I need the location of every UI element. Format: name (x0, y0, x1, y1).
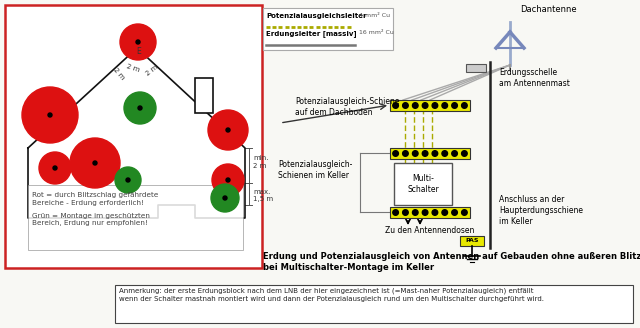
Text: Erdungsschelle
am Antennenmast: Erdungsschelle am Antennenmast (499, 68, 570, 88)
Circle shape (412, 151, 418, 156)
Circle shape (22, 87, 78, 143)
Bar (390, 100, 470, 111)
Circle shape (461, 103, 467, 108)
Circle shape (208, 110, 248, 150)
Text: Potenzialausgleich-
Schienen im Keller: Potenzialausgleich- Schienen im Keller (278, 160, 353, 180)
Circle shape (393, 210, 398, 215)
Text: min.
2 m: min. 2 m (253, 155, 269, 169)
Circle shape (48, 113, 52, 117)
Text: max.
1,5 m: max. 1,5 m (253, 190, 273, 202)
Circle shape (138, 106, 142, 110)
Bar (263, 8, 393, 50)
Text: Erdungsleiter [massiv]: Erdungsleiter [massiv] (266, 30, 356, 37)
Text: Potenzialausgleich-Schiene
auf dem Dachboden: Potenzialausgleich-Schiene auf dem Dachb… (295, 97, 399, 117)
Text: Erdung und Potenzialausgleich von Antennen auf Gebauden ohne außeren Blitzschutz: Erdung und Potenzialausgleich von Antenn… (263, 252, 640, 273)
Text: Multi-
Schalter: Multi- Schalter (407, 174, 439, 194)
Text: 4 mm² Cu: 4 mm² Cu (359, 13, 390, 18)
Text: Dachantenne: Dachantenne (520, 5, 577, 14)
Text: Rot = durch Blitzschlag gefährdete
Bereiche - Erdung erforderlich!: Rot = durch Blitzschlag gefährdete Berei… (32, 192, 158, 206)
Bar (466, 64, 486, 72)
Circle shape (212, 164, 244, 196)
Circle shape (120, 24, 156, 60)
Text: PAS: PAS (465, 238, 479, 243)
Circle shape (461, 210, 467, 215)
Circle shape (223, 196, 227, 200)
Circle shape (461, 151, 467, 156)
Circle shape (432, 103, 438, 108)
Bar (5, 5, 262, 268)
Text: Potenzialausgleichsleiter: Potenzialausgleichsleiter (266, 13, 367, 19)
Circle shape (422, 210, 428, 215)
Text: 16 mm² Cu: 16 mm² Cu (359, 30, 394, 35)
Circle shape (442, 103, 447, 108)
Bar (460, 236, 484, 246)
Circle shape (393, 103, 398, 108)
Bar (115, 285, 633, 323)
Circle shape (211, 184, 239, 212)
Circle shape (452, 151, 458, 156)
Text: Grün = Montage im geschützten
Bereich, Erdung nur empfohlen!: Grün = Montage im geschützten Bereich, E… (32, 213, 150, 227)
Circle shape (412, 103, 418, 108)
Circle shape (115, 167, 141, 193)
Text: 2 m: 2 m (112, 67, 125, 81)
Circle shape (442, 151, 447, 156)
Text: Anmerkung: der erste Erdungsblock nach dem LNB der hier eingezeichnet ist (=Mast: Anmerkung: der erste Erdungsblock nach d… (119, 288, 544, 302)
Bar (28, 185, 243, 250)
Text: 2 m: 2 m (126, 63, 141, 73)
Text: Zu den Antennendosen: Zu den Antennendosen (385, 226, 474, 235)
Circle shape (452, 103, 458, 108)
Circle shape (412, 210, 418, 215)
Circle shape (403, 210, 408, 215)
Text: 2 m: 2 m (145, 64, 159, 77)
Circle shape (403, 151, 408, 156)
Circle shape (226, 178, 230, 182)
Circle shape (452, 210, 458, 215)
Circle shape (93, 161, 97, 165)
Text: E: E (136, 48, 141, 56)
Circle shape (136, 40, 140, 44)
Circle shape (422, 151, 428, 156)
Circle shape (422, 103, 428, 108)
Bar (390, 148, 470, 159)
Circle shape (432, 151, 438, 156)
Bar (394, 163, 452, 205)
Circle shape (39, 152, 71, 184)
Circle shape (126, 178, 130, 182)
Bar (195, 78, 213, 113)
Polygon shape (28, 48, 245, 218)
Circle shape (403, 103, 408, 108)
Circle shape (393, 151, 398, 156)
Circle shape (226, 128, 230, 132)
Text: Anschluss an der
Haupterdungsschiene
im Keller: Anschluss an der Haupterdungsschiene im … (499, 195, 583, 226)
Bar (390, 207, 470, 218)
Circle shape (124, 92, 156, 124)
Circle shape (70, 138, 120, 188)
Circle shape (442, 210, 447, 215)
Circle shape (53, 166, 57, 170)
Circle shape (432, 210, 438, 215)
